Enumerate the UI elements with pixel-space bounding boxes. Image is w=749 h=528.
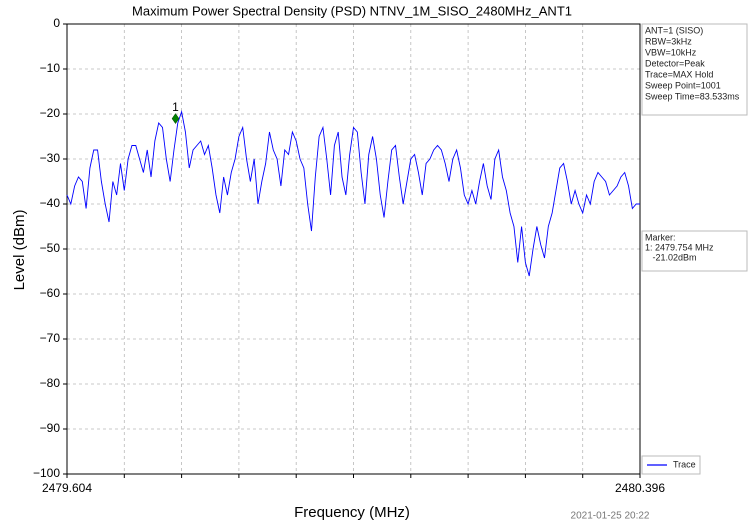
y-tick-label: −60 [40, 286, 61, 300]
y-axis-label: Level (dBm) [11, 210, 28, 291]
info-text: ANT=1 (SISO) [645, 25, 703, 35]
marker-box [641, 230, 748, 272]
y-tick-label: −70 [40, 331, 61, 345]
y-tick-label: −80 [40, 376, 61, 390]
y-tick-label: −40 [40, 196, 61, 210]
info-text: RBW=3kHz [645, 36, 692, 46]
x-tick-label: 2480.396 [615, 481, 665, 495]
info-text: Detector=Peak [645, 58, 705, 68]
info-text: Sweep Point=1001 [645, 80, 721, 90]
info-text: VBW=10kHz [645, 47, 697, 57]
info-text: Trace=MAX Hold [645, 69, 713, 79]
plot-frame [66, 23, 641, 475]
y-tick-label: −50 [40, 241, 61, 255]
info-box [641, 23, 748, 116]
y-tick-label: 0 [53, 16, 60, 30]
y-tick-label: −90 [40, 421, 61, 435]
y-tick-label: −100 [33, 466, 60, 480]
y-tick-label: −20 [40, 106, 61, 120]
marker-text: -21.02dBm [645, 252, 697, 262]
x-axis-label: Frequency (MHz) [294, 504, 410, 521]
legend-label: Trace [673, 459, 696, 469]
timestamp: 2021-01-25 20:22 [571, 511, 650, 522]
marker-label: 1 [172, 100, 179, 114]
x-tick-label: 2479.604 [42, 481, 92, 495]
marker-point [171, 113, 180, 125]
y-tick-label: −10 [40, 61, 61, 75]
chart-title: Maximum Power Spectral Density (PSD) NTN… [132, 3, 572, 18]
marker-text: 1: 2479.754 MHz [645, 242, 714, 252]
trace-line [66, 109, 640, 277]
marker-text: Marker: [645, 232, 676, 242]
y-tick-label: −30 [40, 151, 61, 165]
info-text: Sweep Time=83.533ms [645, 91, 740, 101]
legend-box [641, 455, 701, 475]
